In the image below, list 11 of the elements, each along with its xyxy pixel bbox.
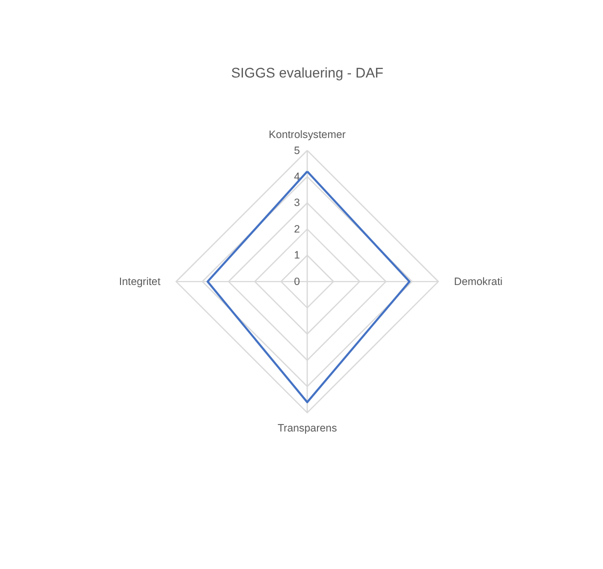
spoke-label: Demokrati (454, 276, 503, 288)
y-tick-label: 4 (294, 170, 300, 183)
y-tick-label: 1 (294, 250, 300, 262)
spoke-label: Kontrolsystemer (268, 129, 346, 142)
y-tick-label: 0 (294, 276, 300, 288)
spoke-label: Transparens (278, 422, 337, 435)
y-tick-label: 3 (294, 197, 300, 210)
y-tick-label: 2 (294, 223, 300, 236)
spoke-label: Integritet (119, 276, 160, 288)
y-tick-label: 5 (294, 144, 300, 157)
chart-title: SIGGS evaluering - DAF (231, 64, 384, 80)
